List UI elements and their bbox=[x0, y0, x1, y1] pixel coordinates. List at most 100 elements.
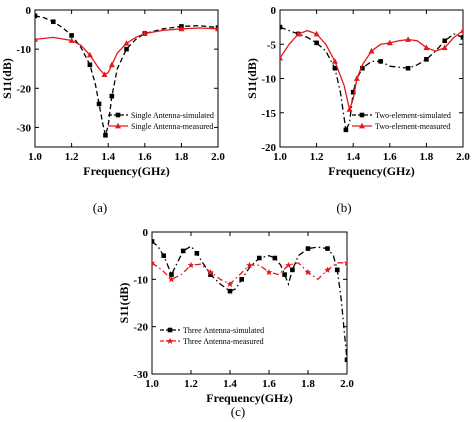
data-point bbox=[343, 259, 347, 266]
x-tick-label: 1.6 bbox=[138, 151, 152, 163]
x-tick-label: 1.8 bbox=[301, 378, 315, 390]
data-point bbox=[460, 27, 463, 33]
series-line bbox=[280, 26, 463, 132]
x-tick-label: 1.2 bbox=[184, 378, 198, 390]
legend-entry: Three Antenna-measured bbox=[183, 337, 264, 346]
data-point bbox=[325, 246, 330, 251]
y-tick-label: 0 bbox=[271, 5, 277, 17]
data-point bbox=[360, 65, 365, 71]
data-point bbox=[103, 132, 108, 138]
data-point bbox=[331, 58, 338, 64]
data-point bbox=[343, 127, 349, 133]
data-point bbox=[280, 24, 283, 30]
data-point bbox=[305, 246, 311, 251]
x-tick-label: 2.0 bbox=[211, 151, 225, 163]
data-point bbox=[346, 106, 353, 112]
x-tick-label: 1.0 bbox=[145, 378, 159, 390]
data-point bbox=[344, 357, 347, 363]
data-point bbox=[169, 272, 174, 277]
series-1 bbox=[152, 259, 347, 288]
data-point bbox=[124, 46, 129, 52]
series-1 bbox=[35, 25, 218, 77]
chart-panel-c: 1.0 1.2 1.4 1.6 1.8 2.0 -30 -20 -10 0 Frequency(GH… bbox=[117, 227, 354, 405]
data-point bbox=[405, 65, 411, 71]
x-tick-label: 1.8 bbox=[420, 151, 434, 163]
data-point bbox=[265, 269, 273, 276]
data-point bbox=[304, 269, 312, 276]
data-point bbox=[180, 248, 186, 254]
data-point bbox=[68, 37, 75, 43]
x-axis-label: Frequency(GHz) bbox=[83, 164, 169, 178]
data-point bbox=[86, 51, 93, 58]
data-point bbox=[194, 251, 200, 256]
y-tick-label: -10 bbox=[133, 274, 148, 286]
data-point bbox=[405, 36, 412, 42]
data-point bbox=[215, 25, 218, 30]
x-tick-label: 1.4 bbox=[346, 151, 360, 163]
plot-frame bbox=[34, 9, 219, 148]
y-tick-label: 0 bbox=[143, 227, 149, 239]
data-point bbox=[386, 39, 393, 46]
data-point bbox=[227, 288, 233, 294]
data-point bbox=[424, 57, 429, 62]
data-point bbox=[442, 38, 447, 44]
data-point bbox=[51, 19, 56, 25]
panel-label-a: (a) bbox=[93, 200, 107, 215]
legend-entry: Three Antenna-simulated bbox=[183, 326, 264, 335]
y-axis-label: S11(dB) bbox=[245, 58, 259, 99]
data-point bbox=[152, 259, 156, 266]
data-point bbox=[314, 40, 319, 46]
series-line bbox=[152, 240, 347, 360]
legend-marker bbox=[359, 112, 365, 118]
series-line bbox=[35, 15, 218, 136]
data-point bbox=[324, 266, 331, 273]
data-point bbox=[161, 253, 166, 258]
data-point bbox=[96, 101, 102, 107]
legend-marker bbox=[359, 122, 365, 129]
y-tick-label: -5 bbox=[267, 39, 277, 51]
x-axis-label: Frequency(GHz) bbox=[206, 391, 292, 405]
data-point bbox=[168, 276, 175, 283]
data-point bbox=[109, 93, 115, 99]
data-point bbox=[295, 30, 302, 37]
x-tick-label: 1.4 bbox=[223, 378, 237, 390]
data-point bbox=[108, 61, 115, 68]
y-tick-label: -20 bbox=[133, 322, 148, 334]
data-point bbox=[282, 272, 287, 277]
data-point bbox=[368, 47, 375, 54]
x-tick-label: 1.2 bbox=[310, 151, 324, 163]
series-1 bbox=[280, 27, 463, 112]
data-point bbox=[208, 272, 213, 277]
data-point bbox=[313, 30, 320, 37]
y-tick-label: -30 bbox=[133, 369, 148, 381]
legend-entry: Single Antenna-measured bbox=[131, 122, 213, 131]
legend-entry: Two-element-measured bbox=[375, 122, 450, 131]
data-point bbox=[87, 62, 93, 68]
x-tick-label: 1.4 bbox=[101, 151, 115, 163]
legend-marker bbox=[115, 122, 121, 129]
data-point bbox=[123, 40, 130, 46]
y-axis-label: S11(dB) bbox=[0, 58, 14, 99]
data-point bbox=[460, 35, 463, 40]
data-point bbox=[215, 25, 218, 32]
data-point bbox=[256, 255, 262, 261]
x-tick-label: 1.2 bbox=[65, 151, 79, 163]
legend-marker bbox=[166, 337, 174, 344]
series-0 bbox=[152, 239, 347, 363]
y-tick-label: -10 bbox=[261, 74, 276, 86]
data-point bbox=[280, 54, 283, 61]
y-tick-label: -20 bbox=[16, 83, 31, 95]
data-point bbox=[441, 44, 448, 51]
data-point bbox=[141, 30, 148, 36]
data-point bbox=[378, 59, 383, 64]
legend-entry: Two-element-simulated bbox=[375, 111, 451, 120]
y-tick-label: -10 bbox=[16, 44, 31, 56]
x-tick-label: 2.0 bbox=[456, 151, 470, 163]
data-point bbox=[207, 269, 214, 276]
y-axis-label: S11(dB) bbox=[117, 283, 131, 324]
data-point bbox=[332, 65, 338, 71]
series-line bbox=[280, 29, 463, 112]
data-point bbox=[35, 13, 38, 19]
data-point bbox=[35, 36, 38, 42]
x-tick-label: 1.0 bbox=[273, 151, 287, 163]
